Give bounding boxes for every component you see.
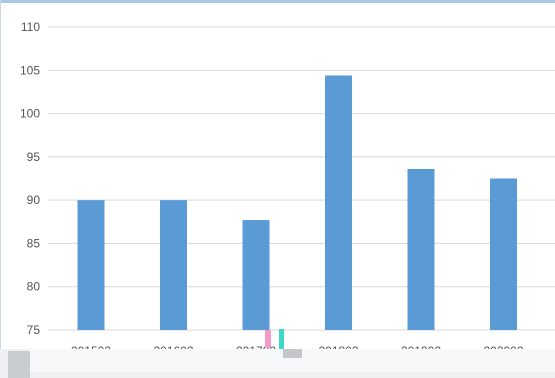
bar-202002	[490, 178, 517, 330]
bar-201702	[242, 220, 270, 330]
bar-201502	[77, 200, 105, 330]
y-tick-label: 95	[27, 150, 41, 164]
horizontal-scrollbar[interactable]	[0, 349, 555, 378]
selection-marker-cyan	[279, 329, 284, 349]
y-tick-label: 110	[21, 20, 40, 34]
scrollbar-corner	[8, 351, 30, 378]
window-left-border	[0, 0, 1, 378]
y-tick-label: 100	[20, 107, 40, 121]
y-axis: 75 80 85 90 95 100 105 110	[20, 20, 40, 337]
y-tick-label: 90	[27, 193, 41, 207]
bar-201902	[407, 168, 435, 330]
y-tick-label: 80	[27, 280, 41, 294]
bar-201602	[160, 200, 187, 330]
y-tick-label: 75	[27, 323, 41, 337]
selection-marker-pink	[265, 330, 271, 348]
y-tick-label: 105	[20, 63, 40, 77]
bar-201802	[325, 75, 352, 330]
bars	[77, 75, 517, 330]
y-tick-label: 85	[27, 236, 41, 250]
gridlines	[48, 26, 555, 331]
window-top-border	[0, 0, 555, 3]
scrollbar-track[interactable]	[30, 349, 555, 372]
scrollbar-thumb[interactable]	[283, 349, 302, 358]
